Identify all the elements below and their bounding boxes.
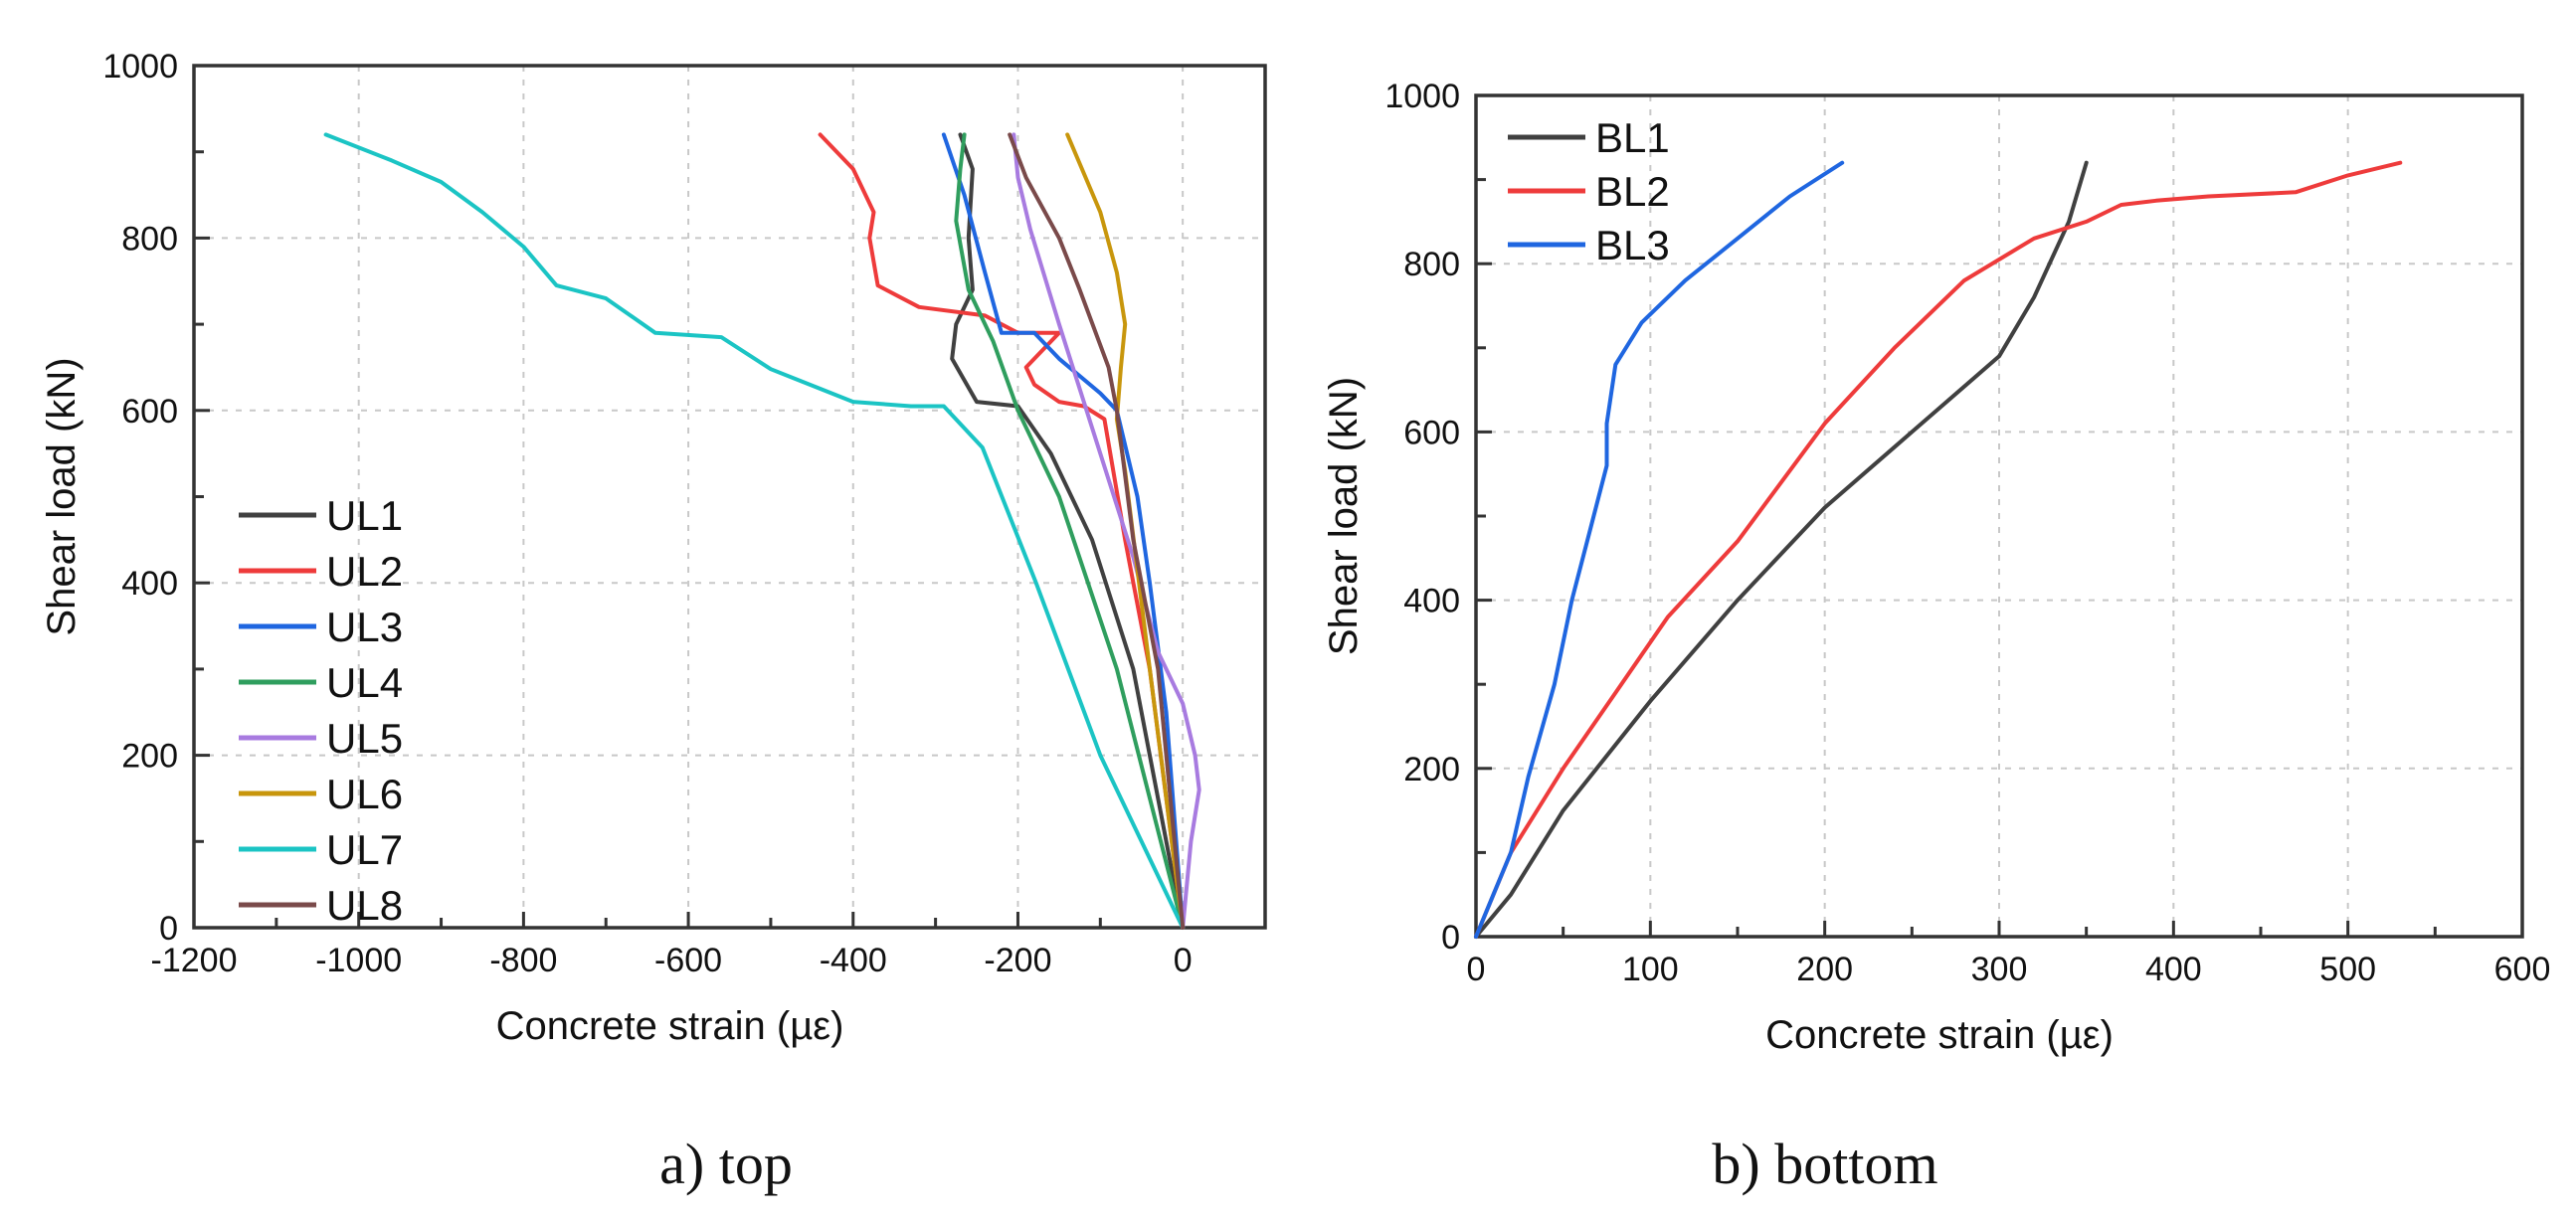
x-tick-label: 100 [1622, 951, 1679, 988]
y-tick-label: 1000 [1384, 78, 1460, 115]
legend-label-ul5: UL5 [326, 715, 403, 762]
y-tick-label: 600 [1403, 414, 1460, 451]
y-tick-label: 400 [1403, 583, 1460, 620]
y-tick-label: 200 [121, 738, 178, 776]
legend-label-ul8: UL8 [326, 882, 403, 929]
x-tick-label: 600 [2494, 951, 2551, 988]
x-tick-label: 200 [1796, 951, 1853, 988]
series-line-ul4 [954, 132, 1186, 930]
caption-top: a) top [659, 1132, 793, 1196]
x-tick-label: 0 [1174, 942, 1193, 979]
series-line-ul2 [818, 132, 1186, 930]
legend-label-bl3: BL3 [1595, 222, 1670, 268]
series-line-bl3 [1474, 160, 1845, 939]
x-axis-title: Concrete strain (µε) [496, 1004, 844, 1048]
x-tick-label: -1000 [315, 942, 402, 979]
legend-label-ul3: UL3 [326, 604, 403, 650]
y-tick-label: 800 [1403, 246, 1460, 283]
y-axis-title: Shear load (kN) [1322, 377, 1366, 655]
x-axis-title: Concrete strain (µε) [1765, 1013, 2114, 1057]
y-tick-label: 1000 [102, 48, 178, 86]
series-line-ul8 [1008, 132, 1186, 930]
series-line-ul3 [941, 132, 1186, 930]
series-line-bl1 [1474, 160, 2089, 939]
y-tick-label: 0 [1441, 919, 1460, 957]
x-tick-label: 500 [2319, 951, 2376, 988]
x-tick-label: 0 [1467, 951, 1486, 988]
legend-label-ul7: UL7 [326, 826, 403, 873]
y-tick-label: 0 [159, 910, 178, 948]
caption-bottom: b) bottom [1712, 1132, 1937, 1196]
series-line-bl2 [1474, 160, 2403, 939]
x-tick-label: 400 [2145, 951, 2202, 988]
y-axis-title: Shear load (kN) [40, 357, 84, 635]
legend: BL1 BL2 BL3 [1508, 114, 1670, 268]
x-tick-label: -400 [820, 942, 887, 979]
legend: UL1 UL2 UL3 UL4 UL5 UL6 UL7 UL8 [239, 492, 403, 929]
legend-label-bl1: BL1 [1595, 114, 1670, 161]
x-tick-label: -800 [489, 942, 557, 979]
y-tick-label: 400 [121, 565, 178, 603]
legend-label-ul4: UL4 [326, 659, 403, 706]
legend-label-ul2: UL2 [326, 548, 403, 595]
series-line-ul6 [1065, 132, 1186, 930]
chart-bottom: 0 100 200 300 400 500 600 0 200 400 600 800 1000 Conc… [1322, 78, 2550, 1057]
legend-label-ul1: UL1 [326, 492, 403, 539]
legend-label-bl2: BL2 [1595, 168, 1670, 215]
series-line-ul1 [950, 132, 1186, 930]
y-tick-label: 600 [121, 393, 178, 431]
x-tick-label: -600 [654, 942, 722, 979]
series-line-ul7 [323, 132, 1186, 930]
x-tick-label: -200 [984, 942, 1051, 979]
chart-top: -1200 -1000 -800 -600 -400 -200 0 0 200 400 600 800… [40, 48, 1267, 1048]
x-tick-label: -1200 [151, 942, 238, 979]
y-tick-label: 800 [121, 220, 178, 258]
y-tick-label: 200 [1403, 751, 1460, 788]
legend-label-ul6: UL6 [326, 771, 403, 817]
x-tick-label: 300 [1971, 951, 2028, 988]
